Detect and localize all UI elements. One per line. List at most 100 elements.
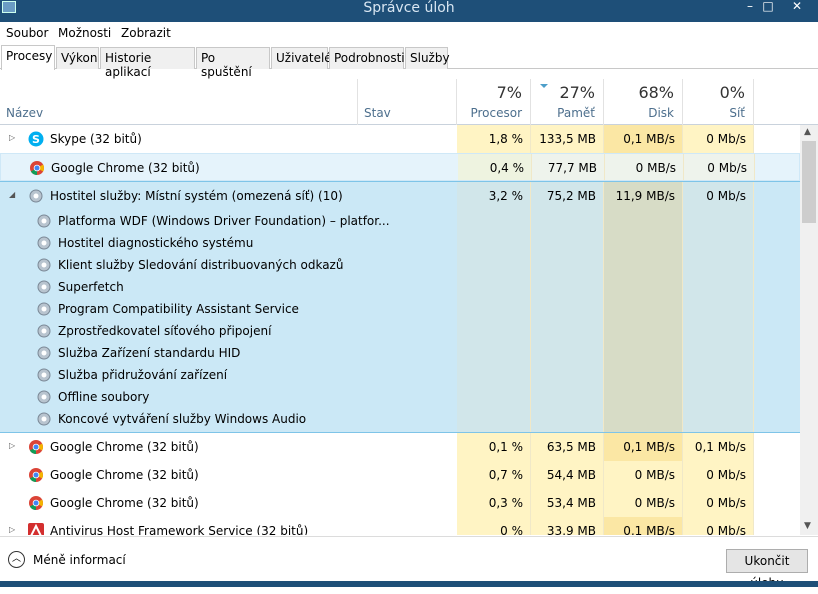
mem-cell: 133,5 MB: [531, 125, 604, 153]
service-row[interactable]: Hostitel diagnostického systému: [0, 232, 800, 254]
less-info-link[interactable]: Méně informací: [33, 553, 126, 567]
skype-icon: S: [28, 131, 44, 147]
net-value: 0 Mb/s: [706, 496, 746, 510]
menu-soubor[interactable]: Soubor: [6, 26, 49, 40]
tab-podrobnosti[interactable]: Podrobnosti: [329, 47, 405, 69]
net-cell: 0 Mb/s: [683, 517, 754, 535]
net-cell: 0 Mb/s: [683, 461, 754, 489]
scroll-down-icon[interactable]: ▼: [804, 521, 811, 531]
mem-value: 77,7 MB: [547, 161, 597, 175]
service-name: Hostitel diagnostického systému: [58, 236, 254, 250]
chrome-icon: [29, 160, 45, 176]
minimize-button[interactable]: –: [747, 0, 753, 13]
tab-historie-aplikaci[interactable]: Historie aplikací: [100, 47, 195, 79]
vertical-scrollbar[interactable]: ▲ ▼: [800, 125, 818, 535]
net-value: 0 Mb/s: [706, 468, 746, 482]
col-net-header[interactable]: 0% Síť: [683, 79, 754, 125]
process-name: Skype (32 bitů): [50, 132, 142, 146]
cpu-value: 0,4 %: [489, 161, 524, 175]
mem-cell: 63,5 MB: [531, 433, 604, 461]
process-row[interactable]: ▷ S Skype (32 bitů) 1,8 % 133,5 MB 0,1 MB/s 0 …: [0, 125, 800, 153]
tab-uzivatele[interactable]: Uživatelé: [271, 47, 332, 69]
mem-cell: 75,2 MB: [531, 182, 604, 432]
service-row[interactable]: Zprostředkovatel síťového připojení: [0, 320, 800, 342]
service-row[interactable]: Superfetch: [0, 276, 800, 298]
maximize-button[interactable]: □: [762, 0, 774, 13]
tab-vykon[interactable]: Výkon: [56, 47, 99, 69]
scroll-thumb[interactable]: [802, 141, 816, 223]
service-gear-icon: [36, 389, 52, 405]
service-name: Koncové vytváření služby Windows Audio: [58, 412, 307, 426]
chrome-icon: [28, 439, 44, 455]
end-task-button[interactable]: Ukončit úlohu: [726, 549, 808, 590]
menu-moznosti[interactable]: Možnosti: [58, 26, 112, 40]
service-gear-icon: [36, 235, 52, 251]
net-value: 0 Mb/s: [706, 189, 746, 203]
cpu-value: 0,3 %: [488, 496, 523, 510]
service-name: Program Compatibility Assistant Service: [58, 302, 299, 316]
expand-arrow-icon[interactable]: ▷: [9, 525, 16, 534]
process-row[interactable]: Google Chrome (32 bitů) 0,3 % 53,4 MB 0 MB/…: [0, 489, 800, 517]
tab-po-spusteni[interactable]: Po spuštění: [196, 47, 270, 79]
tab-sluzby[interactable]: Služby: [405, 47, 450, 69]
process-row[interactable]: ▷ Google Chrome (32 bitů) 0,1 % 63,5 MB 0,1 …: [0, 433, 800, 461]
scroll-up-icon[interactable]: ▲: [804, 127, 811, 137]
process-name: Google Chrome (32 bitů): [50, 440, 199, 454]
service-row[interactable]: Program Compatibility Assistant Service: [0, 298, 800, 320]
col-disk-header[interactable]: 68% Disk: [604, 79, 683, 125]
process-row[interactable]: ◢ Hostitel služby: Místní systém (omezená…: [0, 181, 800, 433]
antivirus-icon: [28, 523, 44, 535]
menu-zobrazit[interactable]: Zobrazit: [121, 26, 171, 40]
expand-arrow-icon[interactable]: ▷: [9, 441, 16, 450]
col-name-header[interactable]: Název: [0, 79, 358, 125]
service-row[interactable]: Offline soubory: [0, 386, 800, 408]
service-gear-icon: [36, 323, 52, 339]
service-row[interactable]: Koncové vytváření služby Windows Audio: [0, 408, 800, 430]
net-value: 0 Mb/s: [706, 524, 746, 535]
footer-bar: ︿ Méně informací Ukončit úlohu: [0, 536, 818, 590]
collapse-chevron-icon[interactable]: ︿: [8, 551, 25, 568]
cpu-cell: 0 %: [457, 517, 531, 535]
col-cpu-header[interactable]: 7% Procesor: [457, 79, 531, 125]
service-name: Služba Zařízení standardu HID: [58, 346, 241, 360]
process-row[interactable]: Google Chrome (32 bitů) 0,4 % 77,7 MB 0 MB/…: [0, 153, 800, 181]
service-gear-icon: [36, 411, 52, 427]
mem-cell: 77,7 MB: [532, 154, 605, 180]
sort-descending-icon: [540, 84, 548, 88]
service-row[interactable]: Služba Zařízení standardu HID: [0, 342, 800, 364]
process-name: Google Chrome (32 bitů): [51, 161, 200, 175]
mem-value: 33,9 MB: [546, 524, 596, 535]
service-name: Superfetch: [58, 280, 124, 294]
service-row[interactable]: Klient služby Sledování distribuovaných …: [0, 254, 800, 276]
tab-procesy[interactable]: Procesy: [1, 45, 55, 70]
col-mem-header[interactable]: 27% Paměť: [531, 79, 604, 125]
net-cell: 0 Mb/s: [684, 154, 755, 180]
service-row[interactable]: Platforma WDF (Windows Driver Foundation…: [0, 210, 800, 232]
collapse-arrow-icon[interactable]: ◢: [9, 190, 16, 199]
process-row[interactable]: Google Chrome (32 bitů) 0,7 % 54,4 MB 0 MB/…: [0, 461, 800, 489]
disk-value: 0 MB/s: [635, 161, 676, 175]
cpu-value: 0,7 %: [488, 468, 523, 482]
service-row[interactable]: Služba přidružování zařízení: [0, 364, 800, 386]
mem-value: 53,4 MB: [546, 496, 596, 510]
cpu-cell: 0,3 %: [457, 489, 531, 517]
disk-cell: 0,1 MB/s: [604, 433, 683, 461]
net-cell: 0 Mb/s: [683, 489, 754, 517]
col-status-header[interactable]: Stav: [358, 79, 457, 125]
svg-text:S: S: [32, 133, 40, 146]
disk-value: 0,1 MB/s: [623, 132, 675, 146]
net-cell: 0,1 Mb/s: [683, 433, 754, 461]
cpu-value: 0,1 %: [488, 440, 523, 454]
title-bar: Správce úloh – □ ✕: [0, 0, 818, 22]
cpu-value: 1,8 %: [488, 132, 523, 146]
chrome-icon: [28, 495, 44, 511]
menu-bar: Soubor Možnosti Zobrazit: [0, 22, 818, 44]
mem-cell: 53,4 MB: [531, 489, 604, 517]
close-button[interactable]: ✕: [791, 0, 803, 13]
cpu-cell: 0,1 %: [457, 433, 531, 461]
disk-cell: 0 MB/s: [604, 489, 683, 517]
expand-arrow-icon[interactable]: ▷: [9, 133, 16, 142]
process-row[interactable]: ▷ Antivirus Host Framework Service (32 bi…: [0, 517, 800, 535]
service-gear-icon: [36, 257, 52, 273]
cpu-cell: 1,8 %: [457, 125, 531, 153]
